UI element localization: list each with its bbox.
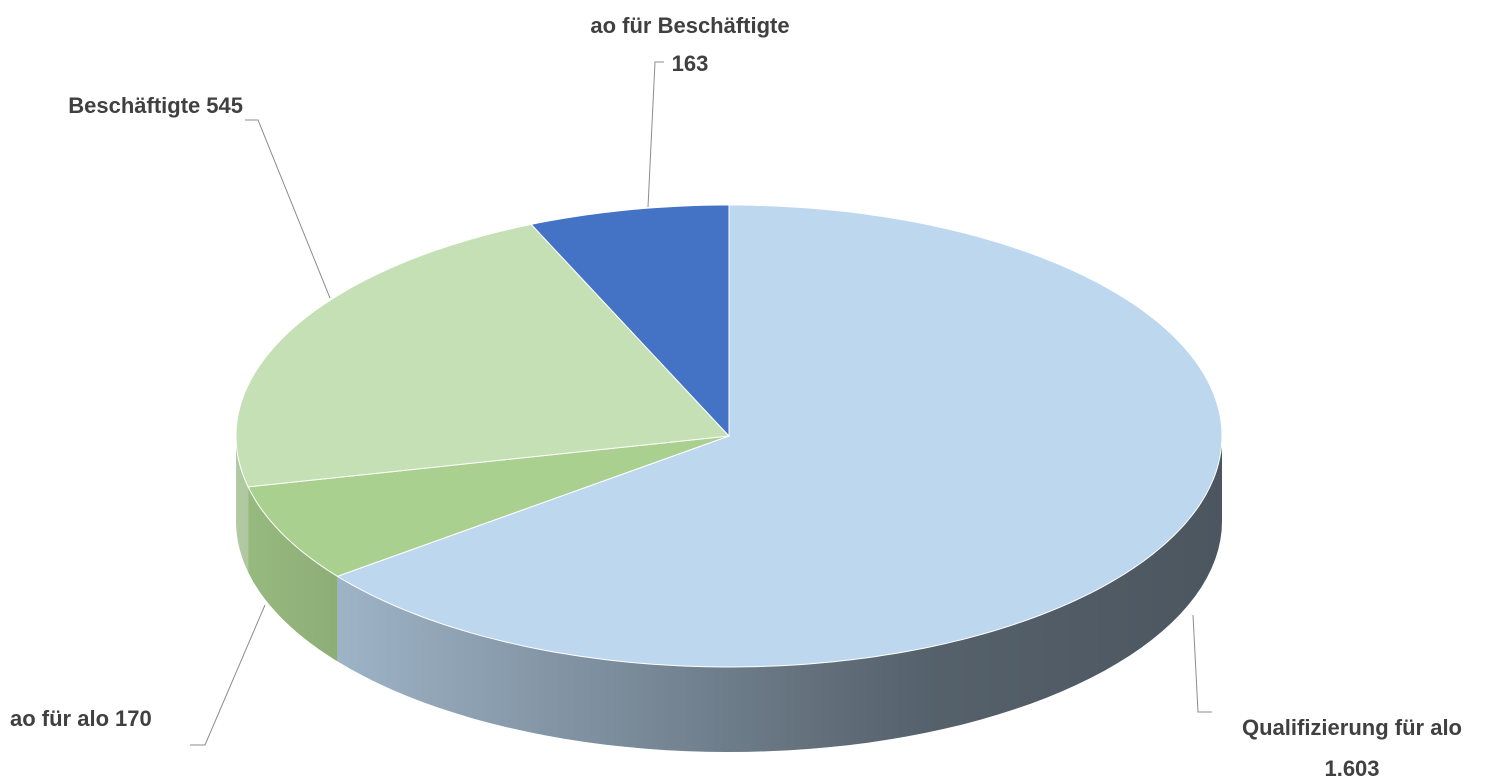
data-label: ao für Beschäftigte 163: [590, 13, 789, 76]
side-shade: [236, 436, 249, 572]
category-label: Beschäftigte: [68, 93, 200, 118]
category-label: ao für alo: [10, 706, 109, 731]
value-label: 163: [672, 51, 709, 76]
leader-line: [245, 119, 331, 299]
side-shade: [337, 436, 1222, 752]
leader-line: [190, 604, 266, 746]
value-label: 170: [115, 706, 152, 731]
slice: [336, 204, 1223, 668]
value-label: 545: [206, 93, 243, 118]
data-label: Beschäftigte 545: [68, 93, 243, 118]
data-label: Qualifizierung für alo 1.603: [1242, 715, 1462, 781]
value-label: 1.603: [1324, 756, 1379, 781]
slice: [235, 223, 731, 488]
leader-line: [1192, 614, 1212, 713]
category-label: ao für Beschäftigte: [590, 13, 789, 38]
slice: [530, 204, 730, 438]
side-shade: [248, 486, 338, 662]
leader-line: [647, 61, 664, 208]
slice: [247, 435, 730, 577]
category-label: Qualifizierung für alo: [1242, 715, 1462, 740]
data-label: ao für alo 170: [10, 706, 152, 731]
